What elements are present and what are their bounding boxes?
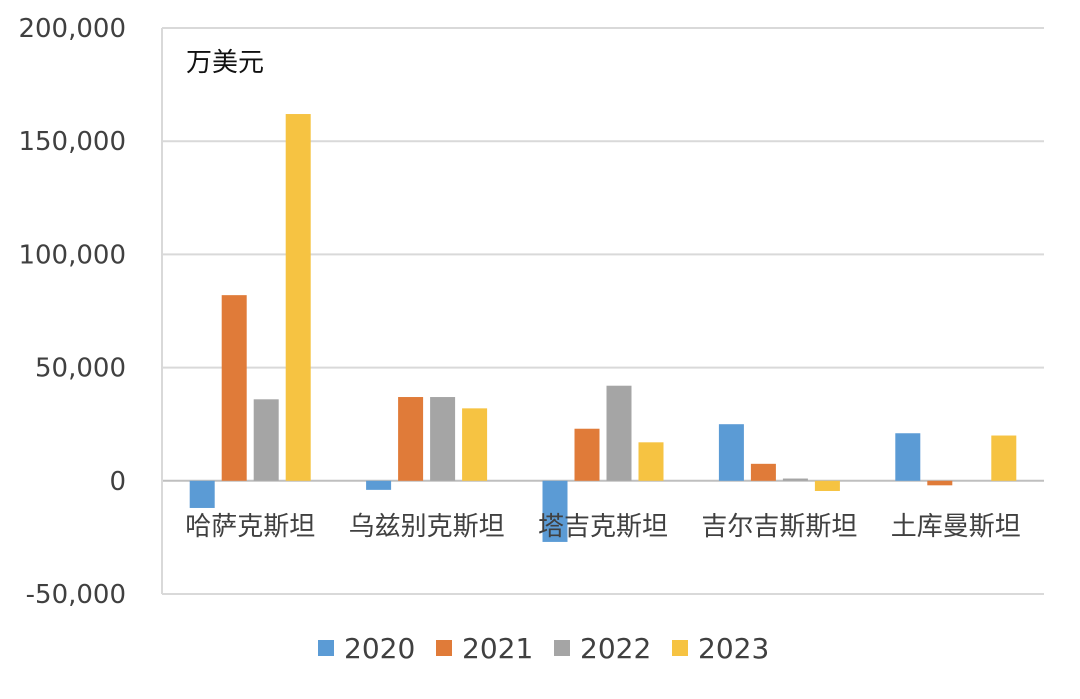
legend: 2020 2021 2022 2023 [318, 632, 769, 665]
legend-swatch-2020 [318, 640, 334, 656]
bar-2021-3 [750, 463, 776, 481]
bar-2021-2 [574, 428, 600, 481]
category-label: 塔吉克斯坦 [538, 512, 668, 542]
y-tick-label: 200,000 [18, 14, 126, 44]
legend-label: 2022 [580, 632, 651, 665]
category-label: 哈萨克斯坦 [185, 512, 315, 542]
y-tick-label: 150,000 [18, 127, 126, 157]
bar-2020-0 [189, 480, 215, 508]
bar-2020-1 [366, 480, 392, 490]
y-tick-label: 100,000 [18, 240, 126, 270]
category-labels: 哈萨克斯坦 乌兹别克斯坦 塔吉克斯坦 吉尔吉斯斯坦 土库曼斯坦 [185, 512, 1021, 542]
bar-2022-3 [782, 478, 808, 481]
legend-swatch-2022 [554, 640, 570, 656]
bar-2023-2 [638, 442, 664, 481]
bar-2021-4 [927, 480, 953, 486]
bar-2022-0 [253, 399, 279, 481]
unit-label: 万美元 [186, 48, 264, 78]
bar-2023-4 [991, 435, 1017, 481]
y-tick-label: 0 [109, 467, 126, 497]
bar-2023-1 [462, 408, 488, 481]
y-tick-label: 50,000 [35, 354, 126, 384]
y-tick-label: -50,000 [26, 580, 126, 610]
bar-2023-3 [814, 480, 840, 491]
bar-2023-0 [285, 114, 311, 481]
bar-2022-2 [606, 385, 632, 481]
bar-2022-1 [430, 397, 456, 481]
bar-2020-2 [542, 480, 568, 542]
bars [189, 114, 1017, 542]
legend-swatch-2021 [436, 640, 452, 656]
bar-2021-1 [398, 397, 424, 481]
category-label: 土库曼斯坦 [891, 512, 1021, 542]
bar-2020-4 [895, 433, 921, 481]
legend-label: 2020 [344, 632, 415, 665]
bar-2021-0 [221, 295, 247, 481]
bar-2020-3 [718, 424, 744, 481]
y-axis-tick-labels: -50,000 0 50,000 100,000 150,000 200,000 [18, 14, 126, 610]
legend-label: 2023 [698, 632, 769, 665]
legend-swatch-2023 [672, 640, 688, 656]
legend-label: 2021 [462, 632, 533, 665]
category-label: 乌兹别克斯坦 [349, 512, 505, 542]
category-label: 吉尔吉斯斯坦 [701, 512, 857, 542]
